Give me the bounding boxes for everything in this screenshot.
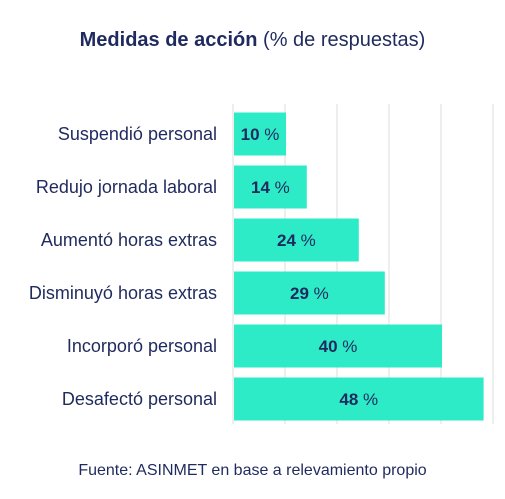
bar bbox=[234, 165, 307, 209]
chart-title-subtitle: (% de respuestas) bbox=[263, 29, 426, 51]
category-label: Aumentó horas extras bbox=[41, 230, 217, 250]
source-note: Fuente: ASINMET en base a relevamiento p… bbox=[78, 462, 427, 479]
category-label: Incorporó personal bbox=[67, 336, 217, 356]
bar bbox=[234, 377, 484, 421]
chart-title: Medidas de acción (% de respuestas) bbox=[0, 29, 505, 52]
category-label: Redujo jornada laboral bbox=[36, 177, 217, 197]
value-label: 29 % bbox=[290, 284, 329, 303]
value-label: 48 % bbox=[339, 390, 378, 409]
bar bbox=[234, 324, 442, 368]
bar bbox=[234, 271, 385, 315]
bar bbox=[234, 218, 359, 262]
bar bbox=[234, 112, 286, 156]
value-label: 24 % bbox=[277, 231, 316, 250]
chart-title-main: Medidas de acción bbox=[79, 29, 258, 51]
category-label: Desafectó personal bbox=[62, 389, 217, 409]
value-label: 14 % bbox=[251, 178, 290, 197]
category-label: Disminuyó horas extras bbox=[29, 283, 217, 303]
category-label: Suspendió personal bbox=[58, 124, 217, 144]
value-label: 40 % bbox=[319, 337, 358, 356]
value-label: 10 % bbox=[241, 125, 280, 144]
